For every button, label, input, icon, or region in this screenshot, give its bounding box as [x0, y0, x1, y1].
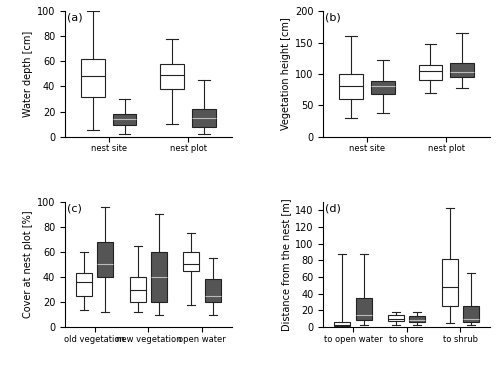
PathPatch shape	[130, 277, 146, 302]
PathPatch shape	[450, 63, 474, 77]
PathPatch shape	[356, 298, 372, 320]
Y-axis label: Vegetation height [cm]: Vegetation height [cm]	[281, 18, 291, 130]
PathPatch shape	[388, 315, 404, 321]
Y-axis label: Distance from the nest [m]: Distance from the nest [m]	[281, 198, 291, 331]
Y-axis label: Water depth [cm]: Water depth [cm]	[22, 31, 32, 117]
Text: (b): (b)	[325, 12, 341, 23]
PathPatch shape	[81, 59, 104, 97]
PathPatch shape	[334, 322, 350, 326]
PathPatch shape	[112, 114, 136, 125]
PathPatch shape	[76, 273, 92, 296]
PathPatch shape	[418, 65, 442, 80]
PathPatch shape	[184, 252, 200, 271]
PathPatch shape	[151, 252, 167, 302]
PathPatch shape	[371, 82, 395, 94]
PathPatch shape	[205, 279, 221, 302]
Text: (a): (a)	[66, 12, 82, 23]
PathPatch shape	[339, 74, 363, 99]
PathPatch shape	[463, 306, 479, 322]
Text: (c): (c)	[66, 203, 82, 213]
PathPatch shape	[160, 64, 184, 89]
PathPatch shape	[410, 316, 426, 322]
Text: (d): (d)	[325, 203, 341, 213]
Y-axis label: Cover at nest plot [%]: Cover at nest plot [%]	[22, 211, 32, 318]
PathPatch shape	[192, 109, 216, 127]
PathPatch shape	[98, 242, 114, 277]
PathPatch shape	[442, 259, 458, 306]
